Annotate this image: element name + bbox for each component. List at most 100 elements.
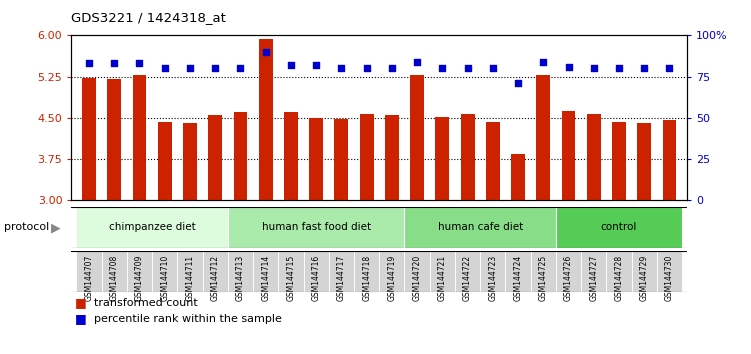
Bar xyxy=(632,251,657,292)
Bar xyxy=(354,251,379,292)
Bar xyxy=(587,114,601,200)
Point xyxy=(386,65,398,71)
Text: human fast food diet: human fast food diet xyxy=(261,222,371,233)
Point xyxy=(336,65,348,71)
Bar xyxy=(334,119,348,200)
Bar xyxy=(228,251,253,292)
Text: GSM144720: GSM144720 xyxy=(412,255,421,301)
Text: GSM144727: GSM144727 xyxy=(590,255,599,301)
Text: GSM144729: GSM144729 xyxy=(640,255,649,301)
Bar xyxy=(581,251,606,292)
Text: GSM144724: GSM144724 xyxy=(514,255,523,301)
Text: ■: ■ xyxy=(75,312,87,325)
Bar xyxy=(556,207,682,248)
Bar xyxy=(612,121,626,200)
Point xyxy=(562,64,575,69)
Bar xyxy=(385,115,399,200)
Bar xyxy=(360,114,373,200)
Text: GSM144707: GSM144707 xyxy=(85,255,94,301)
Bar xyxy=(536,75,550,200)
Bar xyxy=(405,207,556,248)
Text: GSM144710: GSM144710 xyxy=(160,255,169,301)
Bar xyxy=(329,251,354,292)
Text: GSM144728: GSM144728 xyxy=(614,255,623,301)
Point xyxy=(310,62,322,68)
Bar xyxy=(436,116,449,200)
Point xyxy=(512,80,524,86)
Text: GSM144721: GSM144721 xyxy=(438,255,447,301)
Text: GSM144716: GSM144716 xyxy=(312,255,321,301)
Text: GSM144712: GSM144712 xyxy=(211,255,220,301)
Bar xyxy=(203,251,228,292)
Bar xyxy=(606,251,632,292)
Point xyxy=(360,65,372,71)
Bar xyxy=(480,251,505,292)
Text: GSM144708: GSM144708 xyxy=(110,255,119,301)
Text: GSM144714: GSM144714 xyxy=(261,255,270,301)
Bar xyxy=(259,39,273,200)
Text: control: control xyxy=(601,222,637,233)
Point xyxy=(83,61,95,66)
Text: human cafe diet: human cafe diet xyxy=(438,222,523,233)
Bar xyxy=(410,75,424,200)
Text: GSM144711: GSM144711 xyxy=(185,255,195,301)
Point xyxy=(613,65,625,71)
Bar xyxy=(430,251,455,292)
Bar xyxy=(531,251,556,292)
Bar xyxy=(638,123,651,200)
Bar xyxy=(158,121,172,200)
Point xyxy=(210,65,222,71)
Point xyxy=(134,61,146,66)
Bar xyxy=(309,118,323,200)
Text: GSM144723: GSM144723 xyxy=(488,255,497,301)
Text: GSM144726: GSM144726 xyxy=(564,255,573,301)
Bar xyxy=(657,251,682,292)
Bar xyxy=(486,121,499,200)
Bar xyxy=(77,207,228,248)
Bar xyxy=(234,112,247,200)
Bar xyxy=(127,251,152,292)
Point xyxy=(638,65,650,71)
Text: ■: ■ xyxy=(75,296,87,309)
Text: GSM144715: GSM144715 xyxy=(286,255,295,301)
Bar xyxy=(662,120,677,200)
Text: chimpanzee diet: chimpanzee diet xyxy=(109,222,195,233)
Bar xyxy=(303,251,329,292)
Point xyxy=(234,65,246,71)
Point xyxy=(462,65,474,71)
Point xyxy=(663,65,675,71)
Bar xyxy=(152,251,177,292)
Point xyxy=(184,65,196,71)
Point xyxy=(588,65,600,71)
Bar xyxy=(279,251,303,292)
Point xyxy=(260,49,272,55)
Bar xyxy=(77,251,101,292)
Bar xyxy=(82,78,96,200)
Text: percentile rank within the sample: percentile rank within the sample xyxy=(94,314,282,324)
Bar xyxy=(132,75,146,200)
Bar xyxy=(284,112,298,200)
Text: protocol: protocol xyxy=(4,222,49,233)
Bar xyxy=(505,251,531,292)
Point xyxy=(487,65,499,71)
Bar xyxy=(177,251,203,292)
Point xyxy=(158,65,170,71)
Point xyxy=(537,59,549,64)
Text: GSM144730: GSM144730 xyxy=(665,255,674,301)
Bar xyxy=(556,251,581,292)
Point xyxy=(108,61,120,66)
Text: ▶: ▶ xyxy=(51,221,61,234)
Bar xyxy=(379,251,405,292)
Bar xyxy=(562,110,575,200)
Text: GDS3221 / 1424318_at: GDS3221 / 1424318_at xyxy=(71,11,226,24)
Point xyxy=(285,62,297,68)
Text: GSM144725: GSM144725 xyxy=(538,255,547,301)
Bar xyxy=(253,251,279,292)
Bar xyxy=(101,251,127,292)
Bar xyxy=(455,251,480,292)
Text: GSM144718: GSM144718 xyxy=(362,255,371,301)
Bar xyxy=(107,79,121,200)
Text: GSM144717: GSM144717 xyxy=(337,255,346,301)
Bar xyxy=(183,123,197,200)
Bar xyxy=(208,115,222,200)
